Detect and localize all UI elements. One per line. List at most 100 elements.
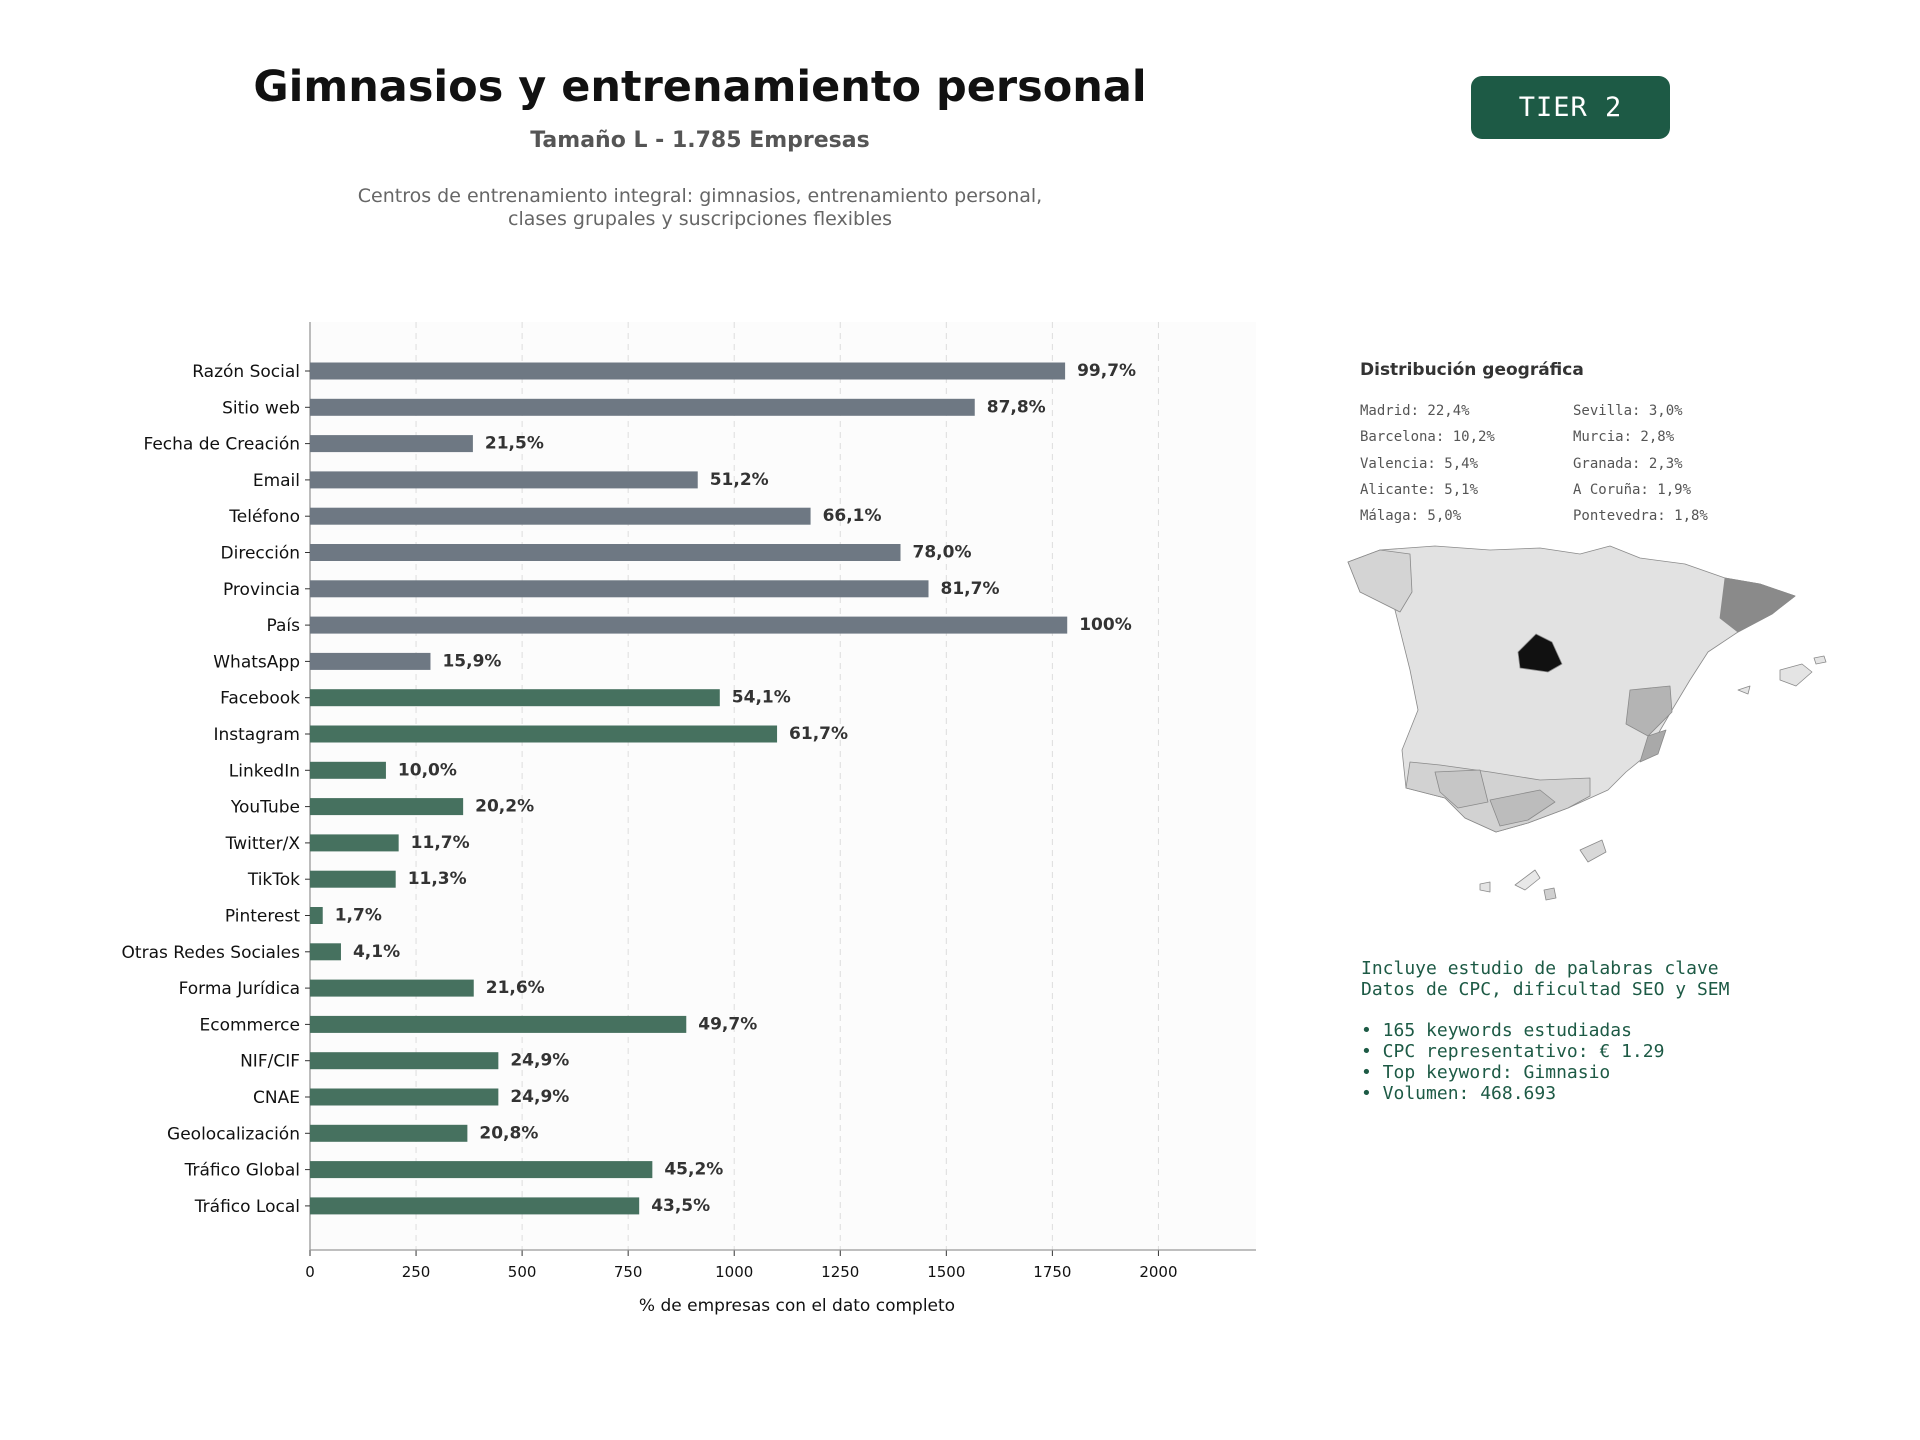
map-balearic-1 (1779, 663, 1813, 687)
category-label: TikTok (247, 870, 300, 890)
geo-item: Murcia: 2,8% (1573, 429, 1675, 446)
data-label: 21,5% (485, 434, 544, 454)
keywords-line-1: Incluye estudio de palabras clave (1361, 958, 1719, 979)
bar (310, 979, 474, 997)
bar (310, 1124, 468, 1142)
data-label: 20,2% (475, 797, 534, 817)
data-label: 11,3% (408, 869, 467, 889)
keyword-bullet: • Volumen: 468.693 (1361, 1083, 1557, 1104)
data-label: 78,0% (913, 543, 972, 563)
data-label: 24,9% (510, 1087, 569, 1107)
map-region-barcelona (1719, 577, 1796, 633)
category-label: Email (253, 471, 300, 491)
category-label: LinkedIn (229, 761, 300, 781)
category-label: Ecommerce (200, 1015, 301, 1035)
category-label: Tráfico Global (184, 1161, 300, 1181)
category-label: Geolocalización (167, 1124, 300, 1144)
category-label: Pinterest (225, 907, 300, 927)
keywords-line-2: Datos de CPC, dificultad SEO y SEM (1361, 979, 1730, 1000)
data-label: 1,7% (335, 906, 382, 926)
geo-item: Sevilla: 3,0% (1573, 403, 1683, 419)
geo-item: Pontevedra: 1,8% (1573, 508, 1708, 525)
bar (310, 616, 1068, 634)
category-label: CNAE (253, 1088, 300, 1108)
keyword-bullet: • 165 keywords estudiadas (1361, 1020, 1632, 1041)
bar (310, 1088, 499, 1106)
x-tick-label: 1750 (1033, 1263, 1071, 1281)
geo-item: Valencia: 5,4% (1360, 455, 1479, 472)
geo-item: Alicante: 5,1% (1360, 481, 1479, 498)
x-tick-label: 1500 (927, 1263, 965, 1281)
category-label: Twitter/X (225, 834, 301, 854)
data-label: 49,7% (698, 1014, 757, 1034)
bar (310, 580, 929, 598)
x-tick-label: 250 (402, 1263, 431, 1281)
tier-badge: TIER 2 (1471, 76, 1670, 139)
x-tick-label: 500 (508, 1263, 537, 1281)
data-label: 4,1% (353, 942, 400, 962)
page-title: Gimnasios y entrenamiento personal (253, 62, 1147, 112)
x-tick-label: 2000 (1139, 1263, 1177, 1281)
bar (310, 544, 901, 561)
data-label: 66,1% (823, 506, 882, 526)
data-label: 81,7% (941, 579, 1000, 599)
data-label: 45,2% (664, 1160, 723, 1180)
category-label: Forma Jurídica (179, 979, 300, 999)
x-tick-label: 1250 (821, 1263, 859, 1281)
category-label: Facebook (220, 689, 300, 709)
data-label: 43,5% (651, 1196, 710, 1216)
spain-choropleth-map (1347, 545, 1827, 901)
keyword-bullet: • CPC representativo: € 1.29 (1361, 1041, 1665, 1062)
data-label: 54,1% (732, 688, 791, 708)
bar (310, 870, 396, 888)
category-label: Instagram (214, 725, 301, 745)
category-label: Sitio web (222, 398, 300, 418)
plot-area (310, 322, 1256, 1250)
geo-item: Barcelona: 10,2% (1360, 429, 1495, 446)
bar (310, 761, 386, 779)
bar (310, 1015, 687, 1033)
page-description: Centros de entrenamiento integral: gimna… (200, 185, 1200, 231)
category-label: NIF/CIF (240, 1052, 300, 1072)
category-label: País (267, 616, 301, 636)
bar (310, 471, 698, 489)
category-label: Tráfico Local (194, 1197, 300, 1217)
map-canary-3 (1479, 881, 1491, 893)
bar (310, 1161, 653, 1179)
map-region-valencia (1625, 685, 1673, 737)
data-label: 100% (1079, 615, 1132, 635)
data-label: 11,7% (411, 833, 470, 853)
map-region-malaga (1489, 789, 1556, 827)
bar (310, 507, 811, 525)
geo-item: Granada: 2,3% (1573, 455, 1683, 472)
category-label: WhatsApp (213, 652, 300, 672)
keyword-bullet: • Top keyword: Gimnasio (1361, 1062, 1611, 1083)
map-region-madrid (1517, 633, 1563, 673)
x-tick-label: 1000 (715, 1263, 753, 1281)
data-label: 87,8% (987, 397, 1046, 417)
map-region-alicante (1639, 729, 1667, 763)
bar (310, 725, 778, 743)
bar (310, 834, 399, 852)
data-label: 21,6% (486, 978, 545, 998)
geo-item: Madrid: 22,4% (1360, 403, 1470, 419)
bar (310, 943, 341, 961)
geo-item: A Coruña: 1,9% (1573, 481, 1692, 498)
category-label: Razón Social (192, 362, 300, 382)
map-canary-4 (1543, 887, 1557, 901)
keywords-panel: Incluye estudio de palabras clave Datos … (1361, 958, 1729, 1104)
category-label: Otras Redes Sociales (122, 943, 301, 963)
data-label: 20,8% (479, 1123, 538, 1143)
map-balearic-2 (1813, 655, 1827, 665)
data-label: 99,7% (1077, 361, 1136, 381)
map-mainland (1347, 545, 1796, 833)
description-line-2: clases grupales y suscripciones flexible… (508, 208, 892, 230)
geo-list-left: Madrid: 22,4% Barcelona: 10,2% Valencia:… (1360, 398, 1495, 529)
x-tick-label: 0 (305, 1263, 315, 1281)
map-canary-1 (1514, 869, 1541, 891)
data-label: 61,7% (789, 724, 848, 744)
bar (310, 1197, 640, 1215)
category-label: Dirección (221, 544, 300, 564)
category-label: Provincia (223, 580, 300, 600)
geo-item: Málaga: 5,0% (1360, 508, 1462, 525)
